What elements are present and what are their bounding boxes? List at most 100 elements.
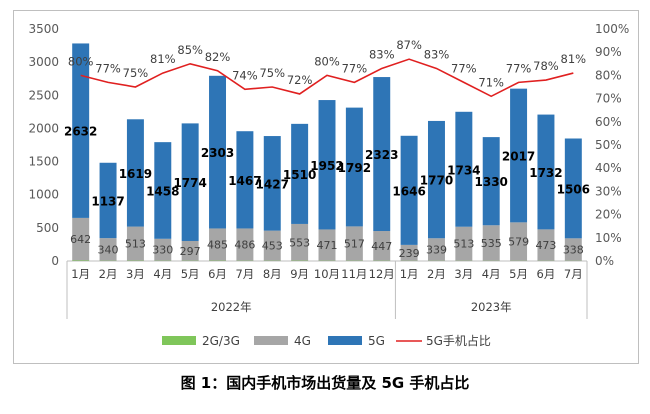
bar-5g [209, 75, 227, 229]
label-5g: 2323 [365, 148, 398, 162]
label-5g-share: 80% [314, 54, 340, 68]
x-tick-label: 3月 [126, 267, 145, 281]
label-5g: 1427 [256, 177, 289, 191]
label-5g-share: 81% [561, 52, 587, 66]
legend-label: 5G [368, 334, 385, 348]
x-tick-label: 8月 [263, 267, 282, 281]
bar-4g [181, 240, 199, 261]
x-tick-label: 1月 [400, 267, 419, 281]
label-4g: 486 [234, 239, 255, 252]
chart-frame: 0 500 1000 1500 2000 2500 3000 3500 0% 10% 20% 30% 4… [13, 10, 639, 364]
x-tick-label: 5月 [181, 267, 200, 281]
label-5g-share: 83% [369, 47, 395, 61]
bar-4g [427, 238, 445, 261]
bar-4g [154, 238, 172, 261]
label-4g: 339 [426, 243, 447, 256]
label-5g-share: 78% [533, 59, 559, 73]
x-tick-label: 3月 [454, 267, 473, 281]
bar-5g [400, 135, 418, 245]
bar-4g [209, 228, 227, 261]
y-left-tick-label: 0 [51, 254, 59, 268]
bar-4g [373, 231, 391, 261]
bar-5g [126, 119, 144, 227]
label-5g: 2303 [201, 146, 234, 160]
label-5g: 1734 [447, 163, 480, 177]
y-left-tick-label: 1500 [28, 155, 59, 169]
bar-4g [99, 238, 117, 261]
label-5g-share: 75% [123, 66, 149, 80]
bar-4g [510, 222, 528, 261]
label-4g: 553 [289, 236, 310, 249]
legend-label: 2G/3G [202, 334, 240, 348]
y-right-tick-label: 0% [595, 254, 614, 268]
bar-4g [291, 223, 309, 261]
label-5g-share: 77% [451, 61, 477, 75]
label-5g: 1952 [310, 159, 343, 173]
label-5g-share: 75% [259, 66, 285, 80]
label-4g: 535 [481, 237, 502, 250]
bar-5g [72, 43, 90, 218]
x-tick-label: 6月 [208, 267, 227, 281]
label-4g: 473 [535, 239, 556, 252]
bar-4g [263, 230, 281, 261]
label-5g-share: 77% [342, 61, 368, 75]
label-5g: 2017 [502, 150, 535, 164]
legend-swatch [162, 336, 196, 345]
y-right-tick-label: 80% [595, 68, 622, 82]
x-tick-label: 9月 [290, 267, 309, 281]
label-5g: 1506 [557, 182, 590, 196]
line-5g-share [80, 58, 574, 98]
y-right-tick-label: 40% [595, 161, 622, 175]
label-4g: 517 [344, 238, 365, 251]
label-5g: 1792 [338, 161, 371, 175]
x-tick-label: 12月 [369, 267, 395, 281]
bar-5g [236, 131, 254, 229]
label-5g: 1510 [283, 168, 316, 182]
bar-2g3g [72, 260, 90, 261]
bar-4g [400, 244, 418, 261]
label-5g: 1770 [420, 174, 453, 188]
legend-swatch [328, 336, 362, 345]
label-5g: 1467 [228, 174, 261, 188]
x-tick-label: 10月 [314, 267, 340, 281]
bar-5g [427, 120, 445, 239]
label-5g-share: 80% [68, 54, 94, 68]
label-5g-share: 77% [95, 61, 121, 75]
y-right-tick-label: 60% [595, 115, 622, 129]
group-label: 2023年 [471, 300, 512, 314]
label-4g: 642 [70, 233, 91, 246]
bar-4g [564, 238, 582, 261]
y-right-tick-label: 50% [595, 138, 622, 152]
bar-5g [510, 88, 528, 223]
label-5g-share: 81% [150, 52, 176, 66]
x-tick-label: 2月 [99, 267, 118, 281]
label-4g: 453 [262, 240, 283, 253]
bar-5g [345, 107, 363, 227]
label-4g: 485 [207, 239, 228, 252]
x-tick-label: 2月 [427, 267, 446, 281]
label-4g: 513 [125, 238, 146, 251]
label-5g: 1619 [119, 167, 152, 181]
label-5g-share: 85% [177, 43, 203, 57]
y-right-tick-label: 90% [595, 45, 622, 59]
bar-4g [72, 217, 90, 261]
bar-5g [482, 137, 500, 226]
legend-label: 4G [294, 334, 311, 348]
label-4g: 447 [371, 240, 392, 253]
chart-svg: 0 500 1000 1500 2000 2500 3000 3500 0% 10% 20% 30% 4… [28, 22, 629, 348]
bar-5g [564, 138, 582, 239]
y-right-tick-label: 100% [595, 22, 629, 36]
x-tick-label: 4月 [482, 267, 501, 281]
bar-5g [318, 100, 336, 230]
bar-5g [373, 77, 391, 232]
y-right-tick-label: 10% [595, 231, 622, 245]
label-5g-share: 83% [424, 47, 450, 61]
label-5g: 1458 [146, 184, 179, 198]
y-left-tick-label: 1000 [28, 188, 59, 202]
y-left-tick-label: 3500 [28, 22, 59, 36]
label-5g-share: 87% [396, 38, 422, 52]
bar-5g [181, 123, 199, 241]
x-tick-label: 4月 [153, 267, 172, 281]
label-4g: 239 [399, 247, 420, 260]
label-4g: 297 [180, 245, 201, 258]
